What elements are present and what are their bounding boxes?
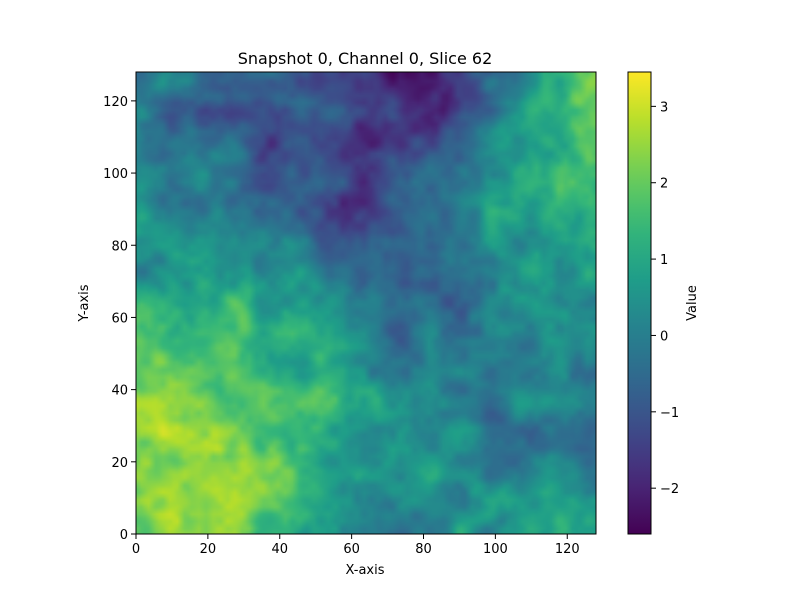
colorbar-tick-label: 0 (660, 329, 668, 344)
y-tick-label: 20 (111, 456, 128, 471)
x-tick-label: 120 (555, 542, 580, 557)
y-axis-ticks: 0 20 40 60 80 100 120 (103, 95, 136, 543)
y-tick-label: 100 (103, 167, 128, 182)
y-tick-label: 120 (103, 95, 128, 110)
colorbar-ticks: −2 −1 0 1 2 3 (651, 100, 679, 497)
plot-area (135, 71, 597, 535)
colorbar-tick-label: −1 (660, 406, 679, 421)
x-tick-label: 80 (415, 542, 432, 557)
colorbar-tick-label: 1 (660, 253, 668, 268)
x-tick-label: 20 (200, 542, 217, 557)
colorbar-gradient (627, 71, 652, 535)
y-tick-label: 0 (120, 528, 128, 543)
colorbar-label: Value (685, 285, 700, 321)
y-tick-label: 60 (111, 311, 128, 326)
heatmap-image (136, 72, 596, 534)
x-axis-ticks: 0 20 40 60 80 100 120 (132, 534, 580, 557)
x-tick-label: 0 (132, 542, 140, 557)
x-tick-label: 100 (483, 542, 508, 557)
chart-title: Snapshot 0, Channel 0, Slice 62 (238, 49, 493, 68)
y-tick-label: 40 (111, 384, 128, 399)
plot-frame (135, 71, 597, 535)
colorbar-tick-label: 3 (660, 100, 668, 115)
colorbar-tick-label: −2 (660, 482, 679, 497)
x-axis-label: X-axis (346, 563, 385, 578)
colorbar-tick-label: 2 (660, 177, 668, 192)
y-axis-label: Y-axis (77, 284, 92, 322)
y-tick-label: 80 (111, 239, 128, 254)
colorbar: −2 −1 0 1 2 3 Value (627, 71, 700, 535)
x-tick-label: 60 (343, 542, 360, 557)
x-tick-label: 40 (271, 542, 288, 557)
